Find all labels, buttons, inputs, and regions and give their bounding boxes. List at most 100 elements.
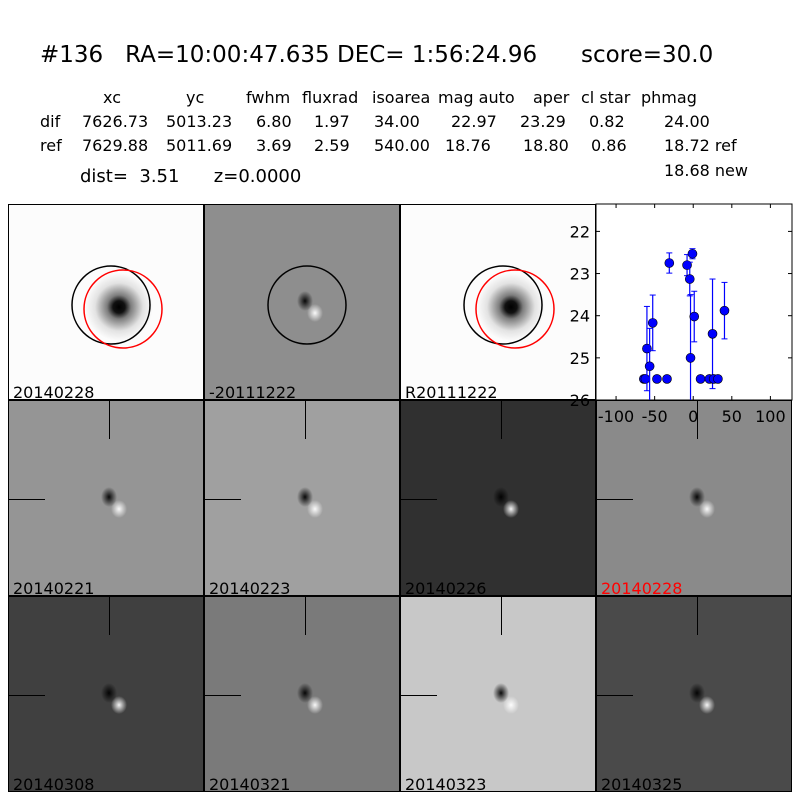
data-point: [719, 305, 730, 316]
col-header: yc: [186, 88, 205, 107]
source-blob: [597, 597, 791, 791]
table-cell: 18.80: [523, 136, 569, 155]
source-blob: [401, 597, 595, 791]
crosshair-tick: [597, 499, 633, 500]
light-curve-chart: 22 23 24 25 26 -100 -50 0 50 100: [570, 203, 793, 426]
page-title: #136 RA=10:00:47.635 DEC= 1:56:24.96 sco…: [40, 42, 714, 68]
data-point: [664, 258, 675, 268]
stamp-image-panel: 20140228: [8, 204, 204, 400]
col-header: isoarea: [372, 88, 431, 107]
table-cell: 24.00: [664, 112, 710, 131]
stamp-image-panel: -20111222: [204, 204, 400, 400]
table-cell: 0.86: [591, 136, 627, 155]
table-cell: 23.29: [520, 112, 566, 131]
table-cell: 5013.23: [166, 112, 233, 131]
x-tick-label: -100: [598, 407, 634, 426]
crosshair-tick: [697, 597, 698, 635]
crosshair-tick: [401, 499, 437, 500]
data-point: [685, 353, 696, 363]
table-cell: 7626.73: [82, 112, 149, 131]
data-point: [640, 374, 651, 384]
panel-date-label: 20140228: [13, 383, 95, 400]
crosshair-tick: [401, 695, 437, 696]
crosshair-tick: [305, 401, 306, 439]
table-cell: 18.72 ref: [664, 136, 737, 155]
panel-date-label: -20111222: [209, 383, 297, 400]
table-cell: 22.97: [451, 112, 497, 131]
y-tick-label: 26: [570, 391, 590, 410]
data-point: [644, 361, 655, 372]
source-blob: [9, 401, 203, 595]
col-header: cl star: [581, 88, 631, 107]
data-point: [707, 329, 718, 339]
source-blob: [205, 597, 399, 791]
red-aperture-circle: [475, 269, 555, 349]
x-tick-label: 50: [722, 407, 742, 426]
panel-date-label: 20140226: [405, 579, 487, 596]
data-point: [687, 248, 698, 259]
x-tick-label: 0: [688, 407, 698, 426]
table-cell: 6.80: [256, 112, 292, 131]
panel-date-label: 20140308: [13, 775, 95, 792]
source-blob: [401, 401, 595, 595]
table-cell: 18.76: [445, 136, 491, 155]
crosshair-tick: [501, 401, 502, 439]
stamp-image-panel: 20140226: [400, 400, 596, 596]
table-cell: 2.59: [314, 136, 350, 155]
panel-date-label: 20140223: [209, 579, 291, 596]
stamp-image-panel: 20140323: [400, 596, 596, 792]
col-header: fluxrad: [302, 88, 359, 107]
source-blob: [9, 205, 203, 399]
x-tick-label: -50: [642, 407, 668, 426]
x-tick-label: 100: [755, 407, 786, 426]
y-tick-label: 23: [570, 265, 590, 284]
crosshair-tick: [305, 597, 306, 635]
black-aperture-circle: [71, 265, 151, 345]
phmag-new: 18.68 new: [664, 161, 748, 180]
row-label: ref: [40, 136, 62, 155]
col-header: mag auto: [438, 88, 515, 107]
table-cell: 0.82: [589, 112, 625, 131]
red-aperture-circle: [83, 269, 163, 349]
y-tick-label: 25: [570, 349, 590, 368]
crosshair-tick: [109, 401, 110, 439]
crosshair-tick: [205, 499, 241, 500]
data-point: [647, 318, 658, 328]
panel-date-label: 20140323: [405, 775, 487, 792]
panel-date-label: R20111222: [405, 383, 498, 400]
crosshair-tick: [109, 597, 110, 635]
stamp-image-panel: R20111222: [400, 204, 596, 400]
table-cell: 7629.88: [82, 136, 149, 155]
col-header: xc: [103, 88, 121, 107]
stamp-image-panel: 20140223: [204, 400, 400, 596]
source-blob: [205, 401, 399, 595]
data-point: [713, 374, 723, 384]
data-point: [689, 311, 700, 322]
table-cell: 540.00: [374, 136, 430, 155]
source-blob: [9, 597, 203, 791]
panel-date-label: 20140325: [601, 775, 683, 792]
table-cell: 5011.69: [166, 136, 233, 155]
source-blob: [401, 205, 595, 399]
y-tick-label: 24: [570, 307, 590, 326]
table-cell: 3.69: [256, 136, 292, 155]
crosshair-tick: [501, 597, 502, 635]
source-blob: [205, 205, 399, 399]
stamp-image-panel: 20140308: [8, 596, 204, 792]
dist-z-line: dist= 3.51 z=0.0000: [80, 166, 302, 187]
crosshair-tick: [205, 695, 241, 696]
col-header: fwhm: [246, 88, 291, 107]
stamp-image-panel: 20140325: [596, 596, 792, 792]
stamp-image-panel: 20140228: [596, 400, 792, 596]
black-aperture-circle: [463, 265, 543, 345]
col-header: phmag: [641, 88, 697, 107]
panel-date-label: 20140221: [13, 579, 95, 596]
panel-date-label: 20140321: [209, 775, 291, 792]
table-cell: 34.00: [374, 112, 420, 131]
crosshair-tick: [697, 401, 698, 439]
data-point: [662, 374, 672, 384]
crosshair-tick: [597, 695, 633, 696]
crosshair-tick: [9, 499, 45, 500]
data-point: [695, 374, 706, 384]
source-blob: [597, 401, 791, 595]
